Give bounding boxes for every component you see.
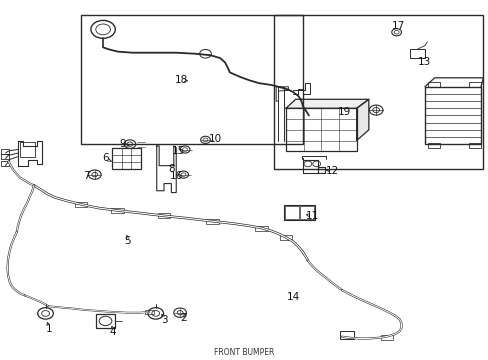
Bar [96, 314, 115, 328]
Text: 15: 15 [172, 146, 185, 156]
Text: 19: 19 [337, 107, 350, 117]
Bar [283, 205, 315, 220]
Text: 3: 3 [161, 315, 167, 325]
Text: 16: 16 [169, 171, 183, 181]
Bar [0, 154, 9, 159]
Polygon shape [356, 99, 368, 140]
Bar [279, 235, 292, 240]
Bar [427, 143, 439, 148]
Bar [111, 208, 124, 213]
Bar [468, 82, 480, 87]
Bar [468, 143, 480, 148]
Text: 8: 8 [168, 164, 174, 174]
Text: 7: 7 [82, 171, 89, 181]
Bar [285, 108, 356, 151]
Text: 1: 1 [46, 324, 53, 334]
Text: 18: 18 [174, 75, 187, 85]
Bar [158, 213, 170, 219]
Bar [300, 206, 313, 219]
Text: 2: 2 [180, 313, 186, 323]
Polygon shape [285, 99, 368, 108]
Bar [273, 15, 483, 169]
Text: 14: 14 [286, 292, 299, 302]
Bar [144, 310, 154, 315]
Text: 17: 17 [391, 21, 404, 31]
Text: 10: 10 [208, 134, 222, 144]
Bar [427, 82, 439, 87]
Bar [285, 206, 298, 219]
Bar [0, 149, 9, 154]
Bar [206, 219, 219, 224]
Bar [424, 87, 480, 144]
Bar [75, 202, 87, 207]
Bar [112, 148, 141, 169]
Text: 12: 12 [325, 166, 338, 176]
Text: 5: 5 [124, 236, 130, 246]
Text: 9: 9 [119, 139, 125, 149]
Bar [339, 331, 353, 338]
Text: 11: 11 [305, 211, 319, 221]
Text: 4: 4 [109, 327, 116, 337]
Bar [0, 161, 9, 166]
Bar [81, 15, 303, 144]
Bar [409, 49, 424, 58]
Bar [380, 335, 392, 339]
Bar [255, 226, 267, 230]
Text: 13: 13 [417, 57, 430, 67]
Text: FRONT BUMPER: FRONT BUMPER [214, 348, 274, 357]
Text: 6: 6 [102, 153, 109, 163]
